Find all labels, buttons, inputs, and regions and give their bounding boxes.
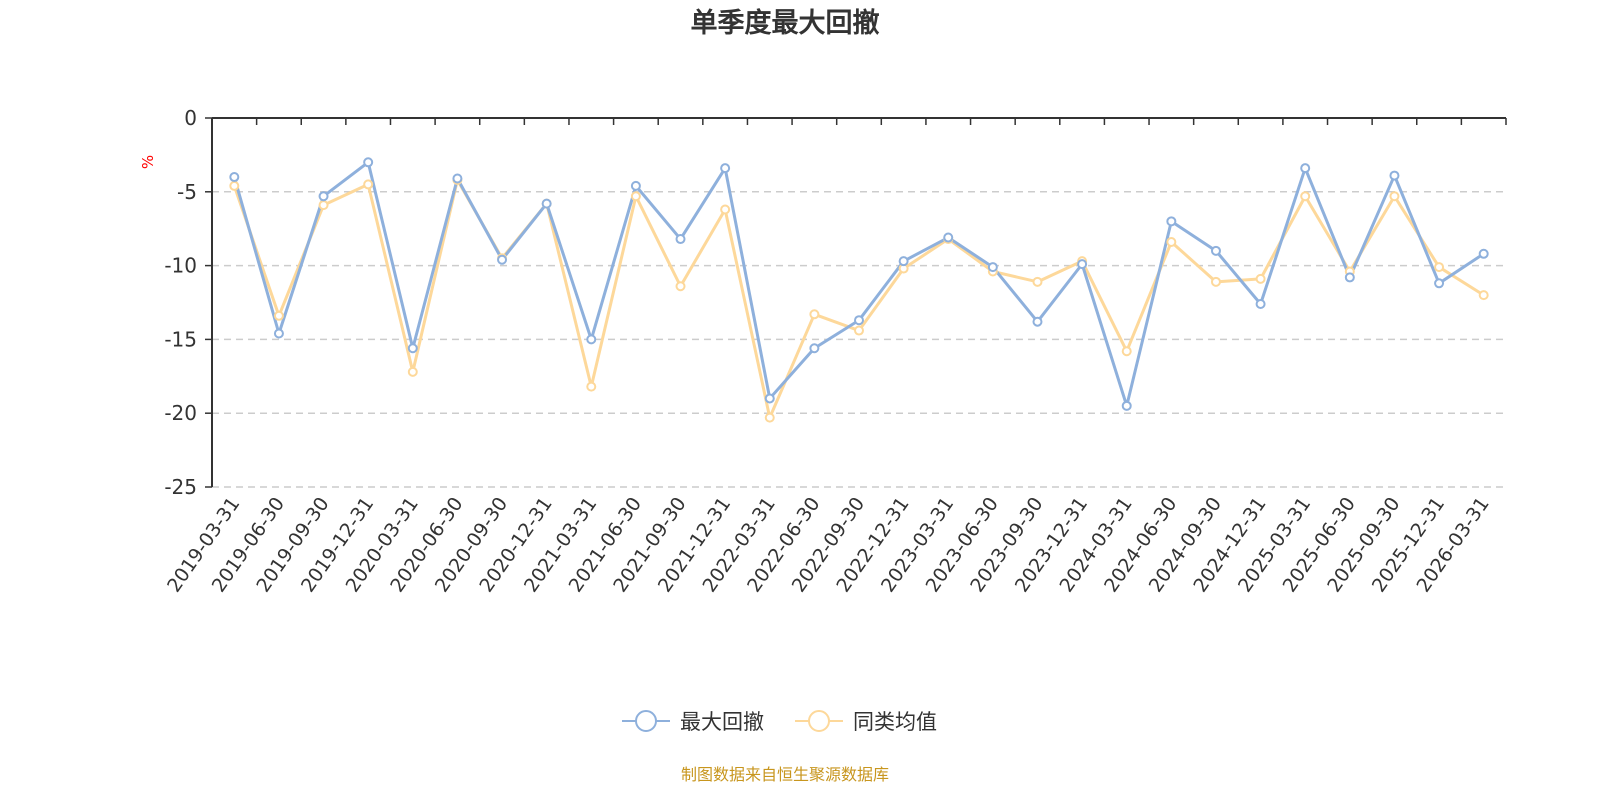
- x-tick-labels: 2019-03-312019-06-302019-09-302019-12-31…: [163, 493, 1494, 596]
- data-point: [720, 204, 731, 215]
- y-tick-label: -25: [164, 475, 197, 499]
- y-axis-unit: %: [139, 155, 157, 169]
- data-point: [318, 200, 329, 211]
- y-tick-label: 0: [184, 106, 197, 130]
- y-tick-label: -5: [177, 180, 197, 204]
- data-point: [854, 315, 864, 326]
- data-point: [407, 343, 418, 354]
- legend-label: 同类均值: [853, 710, 937, 734]
- data-point: [318, 191, 329, 202]
- series-layer: [229, 157, 1489, 423]
- data-point: [586, 334, 597, 345]
- data-point: [1478, 248, 1489, 259]
- data-point: [497, 254, 508, 265]
- data-point: [1166, 216, 1177, 227]
- data-point: [452, 173, 463, 184]
- data-point: [943, 232, 954, 243]
- legend: 最大回撤 同类均值: [622, 710, 937, 734]
- data-point: [1255, 298, 1266, 309]
- data-point: [1300, 191, 1311, 202]
- data-point: [809, 309, 820, 320]
- data-point: [1434, 278, 1445, 289]
- data-point: [854, 325, 864, 336]
- legend-label: 最大回撤: [680, 710, 764, 734]
- data-point: [1210, 276, 1221, 287]
- data-point: [675, 281, 686, 292]
- data-point: [675, 234, 686, 245]
- data-point: [1032, 276, 1043, 287]
- y-tick-labels: 0 -5 -10 -15 -20 -25: [164, 106, 197, 499]
- data-point: [273, 310, 284, 321]
- data-point: [407, 366, 418, 377]
- y-tick-label: -20: [164, 401, 197, 425]
- data-point: [1077, 259, 1088, 270]
- data-point: [586, 381, 597, 392]
- data-point: [1166, 236, 1177, 247]
- data-point: [229, 172, 240, 183]
- y-tick-label: -15: [164, 327, 197, 351]
- legend-marker-icon: [635, 710, 657, 732]
- data-point: [363, 157, 374, 168]
- legend-marker-icon: [808, 710, 830, 732]
- data-point: [541, 198, 552, 209]
- data-point: [229, 180, 240, 191]
- chart-title: 单季度最大回撤: [691, 7, 880, 39]
- data-point: [720, 163, 731, 174]
- data-point: [1478, 290, 1489, 301]
- data-point: [1300, 163, 1311, 174]
- data-point: [809, 343, 820, 354]
- y-tick-label: -10: [164, 254, 197, 278]
- data-point: [273, 328, 284, 339]
- data-point: [764, 393, 775, 404]
- data-point: [1434, 262, 1445, 273]
- data-point: [1255, 273, 1266, 284]
- data-point: [898, 256, 909, 267]
- data-point: [630, 191, 641, 202]
- data-point: [1121, 346, 1132, 357]
- axes: [205, 117, 1507, 488]
- data-point: [1210, 245, 1221, 256]
- data-point: [363, 179, 374, 190]
- data-point: [1344, 272, 1355, 283]
- data-point: [987, 262, 998, 273]
- source-note: 制图数据来自恒生聚源数据库: [681, 765, 889, 784]
- data-point: [764, 412, 775, 423]
- series-line-1: [232, 160, 1485, 408]
- data-point: [1121, 400, 1132, 411]
- data-point: [1389, 170, 1400, 181]
- data-point: [1389, 191, 1400, 202]
- series-line-2: [232, 178, 1485, 420]
- data-point: [630, 180, 641, 191]
- data-point: [1032, 316, 1043, 327]
